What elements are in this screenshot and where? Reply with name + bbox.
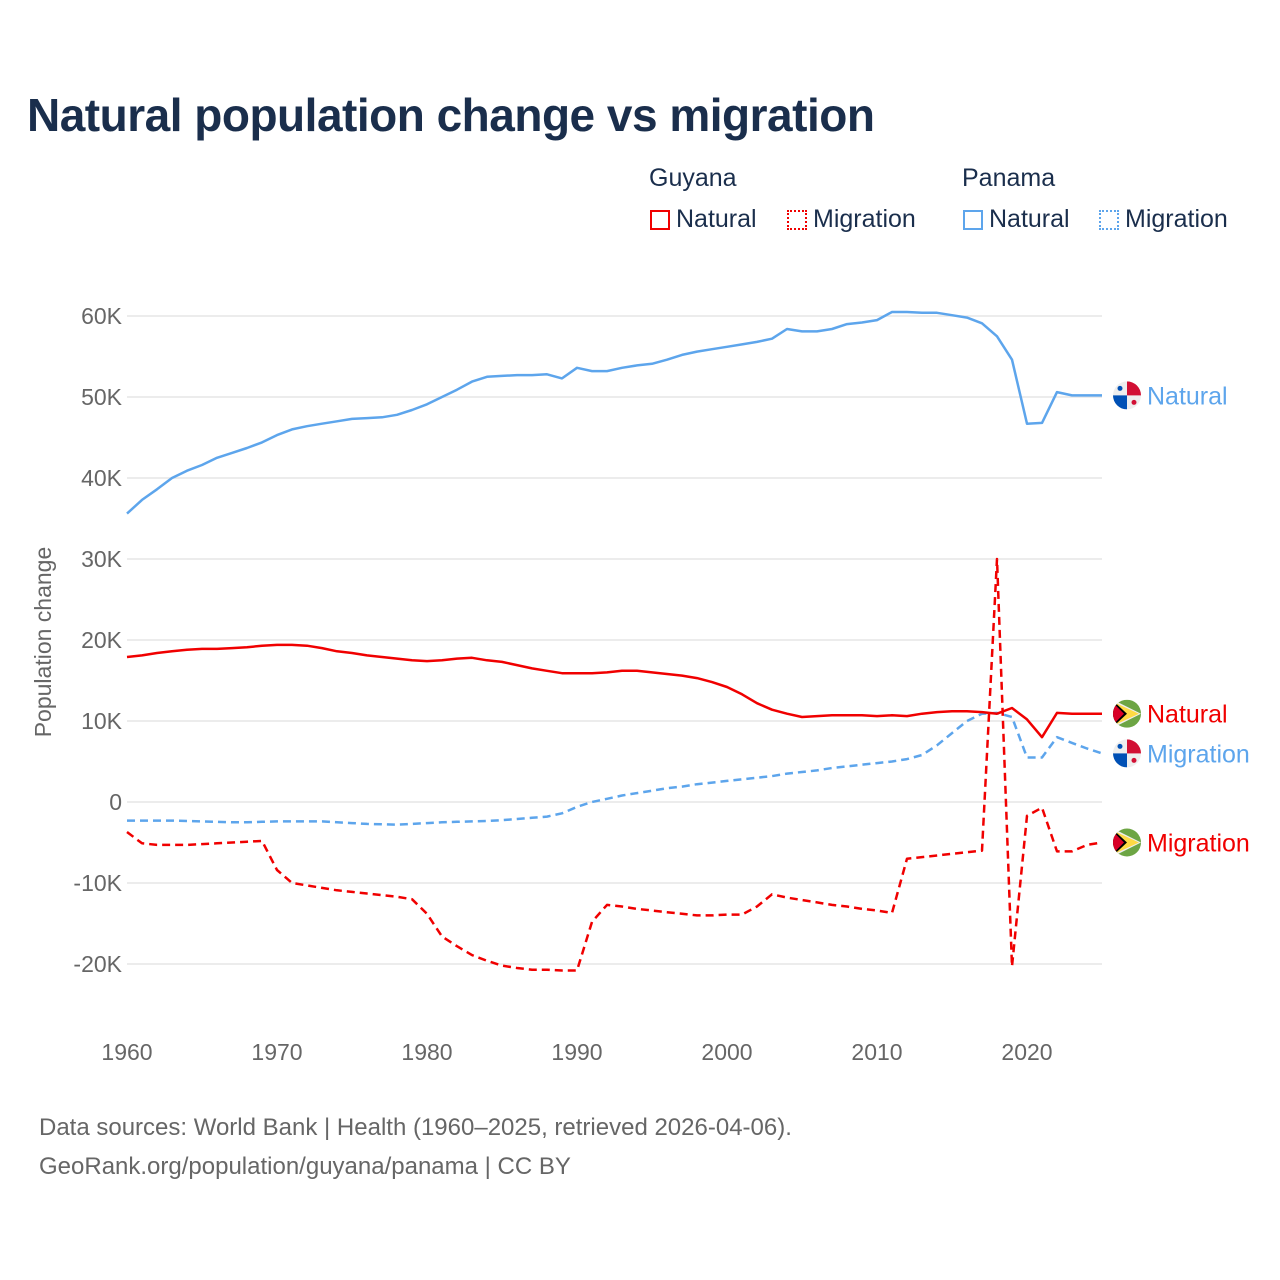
series-line-panama-natural xyxy=(126,310,1102,515)
y-tick-label: 10K xyxy=(81,708,123,734)
x-tick-label: 1960 xyxy=(101,1039,152,1065)
y-tick-label: 40K xyxy=(81,465,123,491)
legend-guyana-natural[interactable]: Natural xyxy=(650,205,757,234)
guyana-flag-icon xyxy=(1113,699,1141,728)
source-line-1: Data sources: World Bank | Health (1960–… xyxy=(39,1114,792,1141)
legend-swatch-dotted-blue xyxy=(1099,209,1119,230)
y-tick-label: 50K xyxy=(81,384,123,410)
legend-label: Migration xyxy=(813,205,916,233)
source-line-2[interactable]: GeoRank.org/population/guyana/panama | C… xyxy=(39,1153,571,1180)
y-tick-label: -10K xyxy=(73,870,122,896)
x-tick-label: 2010 xyxy=(851,1039,902,1065)
series-line-guyana-natural xyxy=(126,643,1102,739)
legend-label: Natural xyxy=(989,205,1070,233)
x-tick-label: 2000 xyxy=(701,1039,752,1065)
series-end-label: Natural xyxy=(1147,382,1228,410)
y-axis-label: Population change xyxy=(30,547,56,738)
x-tick-label: 1980 xyxy=(401,1039,452,1065)
legend-guyana-migration[interactable]: Migration xyxy=(787,205,916,234)
panama-flag-icon xyxy=(1113,381,1141,410)
x-tick-label: 1970 xyxy=(251,1039,302,1065)
legend-swatch-solid-red xyxy=(650,209,670,230)
legend-swatch-solid-blue xyxy=(963,209,983,230)
legend-panama-migration[interactable]: Migration xyxy=(1099,205,1228,234)
y-tick-label: 20K xyxy=(81,627,123,653)
legend-label: Natural xyxy=(676,205,757,233)
series-line-panama-migration xyxy=(127,711,1103,826)
legend-group-guyana: Guyana xyxy=(649,164,737,192)
series-end-label: Migration xyxy=(1147,830,1250,858)
chart-plot: 60K 50K 40K 30K 20K 10K 0 -10K -20K 1960 1970 1980 1… xyxy=(30,303,1250,1065)
guyana-flag-icon xyxy=(1113,828,1141,857)
legend-label: Migration xyxy=(1125,205,1228,233)
x-tick-label: 2020 xyxy=(1001,1039,1052,1065)
series-end-label: Migration xyxy=(1147,740,1250,768)
legend-swatch-dotted-red xyxy=(787,209,807,230)
series-line-guyana-migration xyxy=(126,557,1103,972)
chart-title: Natural population change vs migration xyxy=(27,89,875,141)
series-end-label: Natural xyxy=(1147,701,1228,729)
panama-flag-icon xyxy=(1113,739,1141,768)
y-tick-label: 30K xyxy=(81,546,123,572)
y-tick-label: 60K xyxy=(81,303,123,329)
legend-group-panama: Panama xyxy=(962,164,1056,192)
legend-panama-natural[interactable]: Natural xyxy=(963,205,1070,234)
y-tick-label: -20K xyxy=(73,951,122,977)
y-tick-label: 0 xyxy=(109,789,122,815)
source-note: Data sources: World Bank | Health (1960–… xyxy=(39,1108,792,1186)
x-tick-label: 1990 xyxy=(551,1039,602,1065)
